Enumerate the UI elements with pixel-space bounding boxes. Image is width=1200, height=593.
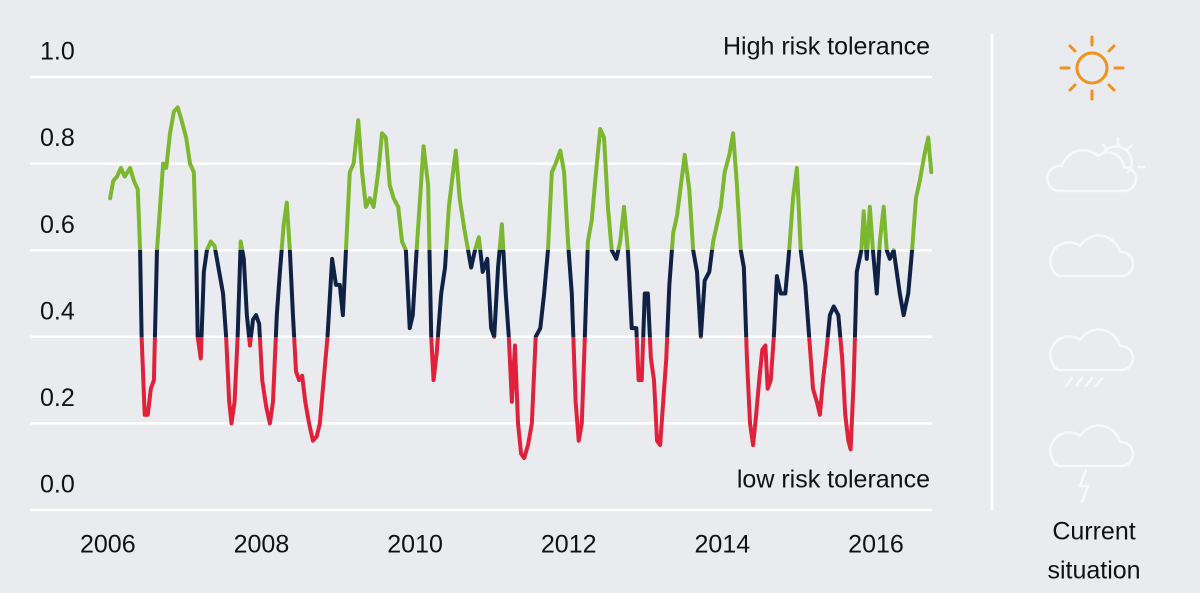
storm-icon xyxy=(1049,424,1135,504)
x-tick-label: 2010 xyxy=(387,531,443,559)
side-label: Current xyxy=(1052,518,1135,546)
y-tick-label: 0.0 xyxy=(40,471,75,499)
x-tick-label: 2006 xyxy=(80,531,136,559)
y-tick-label: 0.6 xyxy=(40,211,75,239)
x-tick-label: 2012 xyxy=(541,531,597,559)
x-tick-label: 2008 xyxy=(234,531,290,559)
y-tick-label: 0.4 xyxy=(40,297,75,325)
annotation-low: low risk tolerance xyxy=(737,466,930,494)
cloud-sun-icon xyxy=(1046,136,1146,193)
y-tick-label: 0.8 xyxy=(40,124,75,152)
rain-icon xyxy=(1049,328,1135,388)
cloud-icon xyxy=(1049,234,1135,278)
risk-line xyxy=(108,105,934,461)
y-tick-label: 0.2 xyxy=(40,384,75,412)
y-tick-label: 1.0 xyxy=(40,38,75,66)
grid-layer xyxy=(30,75,932,512)
sun-icon xyxy=(1059,35,1125,101)
annotation-high: High risk tolerance xyxy=(723,33,930,61)
side-label: situation xyxy=(1047,557,1140,585)
x-tick-label: 2014 xyxy=(695,531,751,559)
x-tick-label: 2016 xyxy=(848,531,904,559)
